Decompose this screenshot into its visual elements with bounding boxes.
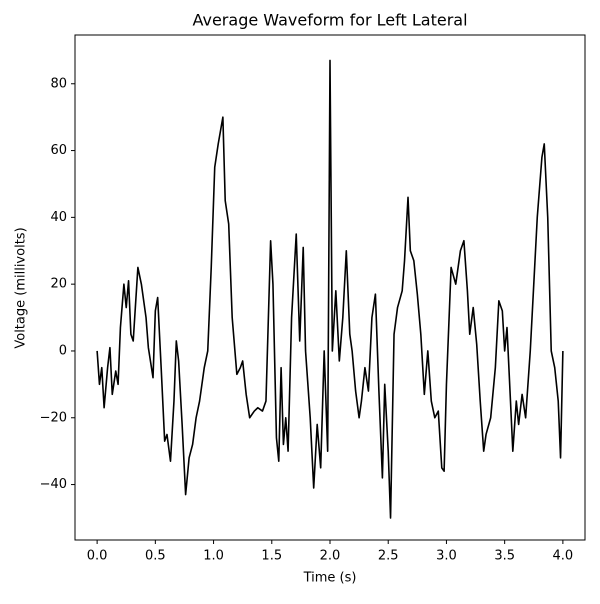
x-tick-label: 1.5 [261,549,282,564]
x-tick-label: 1.0 [203,549,224,564]
x-tick-label: 0.0 [87,549,108,564]
waveform-line [96,59,564,519]
y-axis-label: Voltage (millivolts) [14,227,29,348]
x-tick-label: 2.5 [378,549,399,564]
y-tick-label: 20 [50,277,67,292]
x-axis-label: Time (s) [303,571,357,586]
x-tick-label: 2.0 [320,549,341,564]
y-tick-label: 60 [50,143,67,158]
x-tick-label: 3.5 [494,549,515,564]
x-tick-label: 3.0 [436,549,457,564]
y-tick-label: 80 [50,76,67,91]
y-tick-label: 40 [50,210,67,225]
x-tick-label: 4.0 [553,549,574,564]
chart-title: Average Waveform for Left Lateral [192,11,467,30]
x-tick-label: 0.5 [145,549,166,564]
y-tick-label: −40 [40,477,67,492]
y-tick-label: 0 [59,343,67,358]
y-tick-label: −20 [40,410,67,425]
